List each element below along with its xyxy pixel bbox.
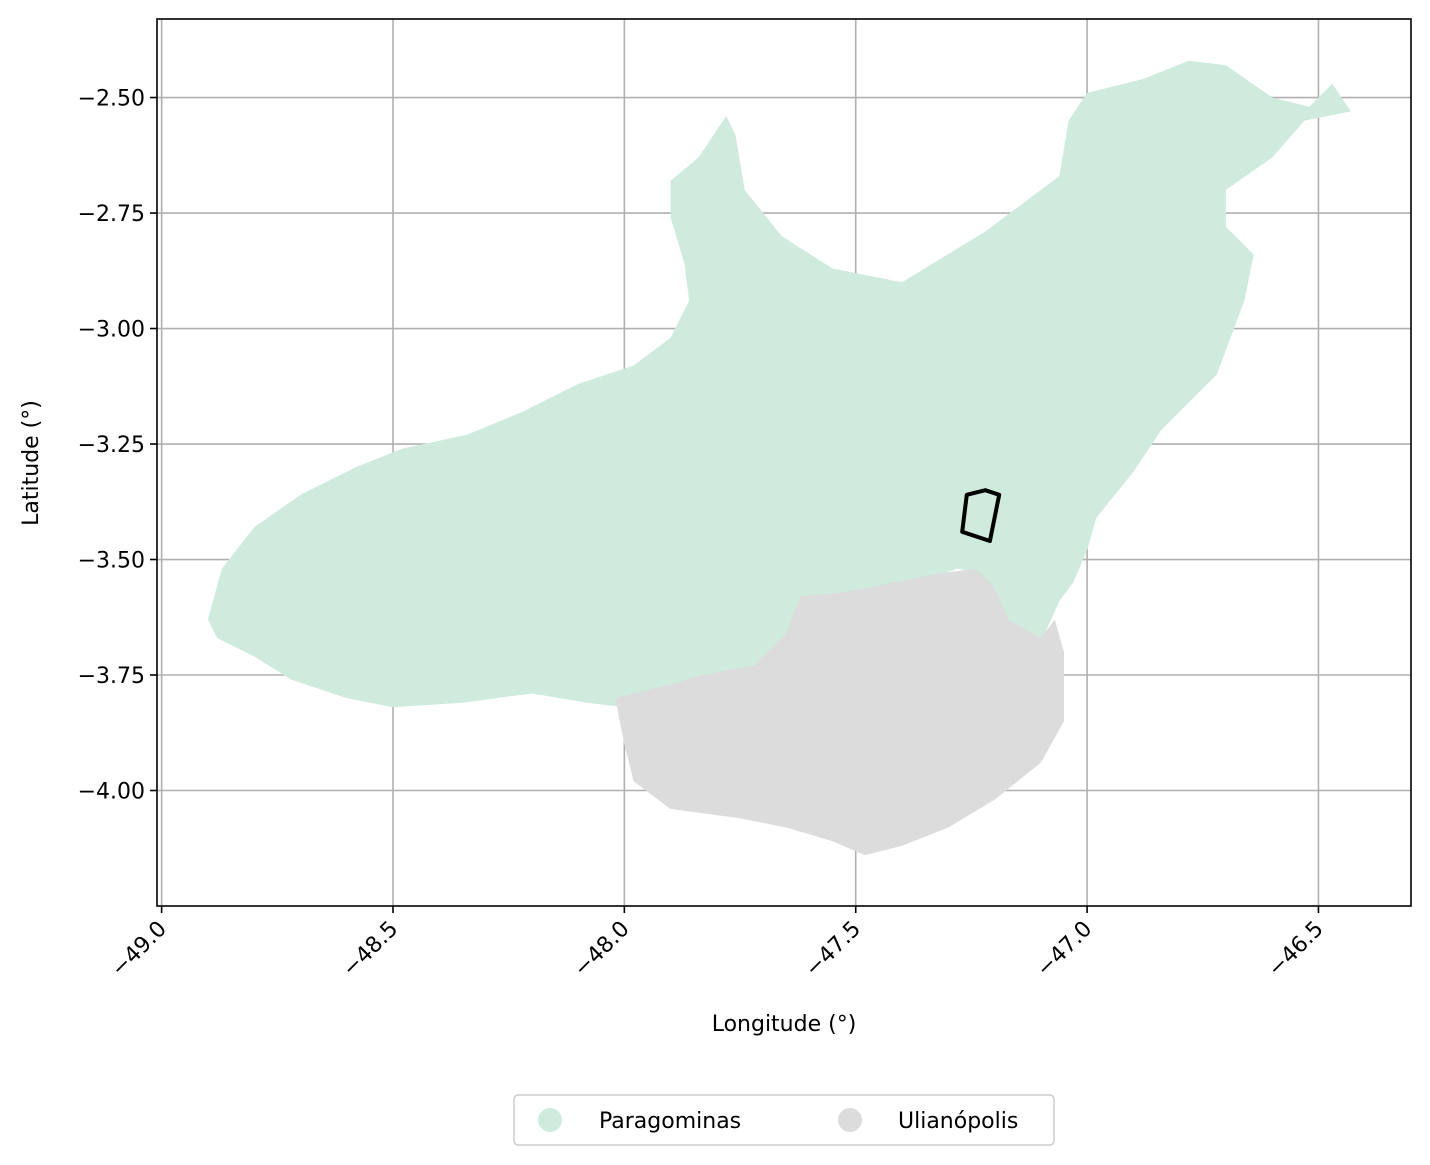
x-tick-label-1: −48.5 (338, 917, 403, 982)
y-tick-label-3: −3.25 (78, 433, 145, 458)
legend-label-ulianopolis: Ulianópolis (898, 1109, 1018, 1134)
y-tick-label-4: −3.50 (78, 549, 145, 574)
x-axis-label: Longitude (°) (712, 1012, 857, 1037)
y-tick-label-0: −2.50 (78, 87, 145, 112)
x-tick-label-0: −49.0 (107, 917, 172, 982)
x-tick-label-2: −48.0 (569, 917, 634, 982)
legend-swatch-paragominas (538, 1108, 562, 1132)
y-tick-label-6: −4.00 (78, 780, 145, 805)
legend: Paragominas Ulianópolis (513, 1094, 1055, 1146)
y-axis-label: Latitude (°) (19, 400, 44, 526)
legend-box (513, 1094, 1055, 1146)
region-paragominas (207, 60, 1351, 708)
legend-swatch-ulianopolis (838, 1108, 862, 1132)
x-tick-label-3: −47.5 (801, 917, 866, 982)
region-polygons (207, 60, 1351, 856)
highlight-polygon (960, 488, 1002, 543)
legend-label-paragominas: Paragominas (599, 1109, 741, 1134)
x-tick-label-5: −46.5 (1263, 917, 1328, 982)
x-tick-label-4: −47.0 (1032, 917, 1097, 982)
y-axis-ticks: −2.50 −2.75 −3.00 −3.25 −3.50 −3.75 −4.00 (78, 87, 157, 805)
y-tick-label-1: −2.75 (78, 202, 145, 227)
y-tick-label-5: −3.75 (78, 664, 145, 689)
plot-frame (156, 18, 1412, 907)
highlight-area (960, 488, 1002, 543)
region-ulianpolis (615, 568, 1064, 856)
y-tick-label-2: −3.00 (78, 318, 145, 343)
x-axis-ticks: −49.0 −48.5 −48.0 −47.5 −47.0 −46.5 (107, 906, 1329, 982)
